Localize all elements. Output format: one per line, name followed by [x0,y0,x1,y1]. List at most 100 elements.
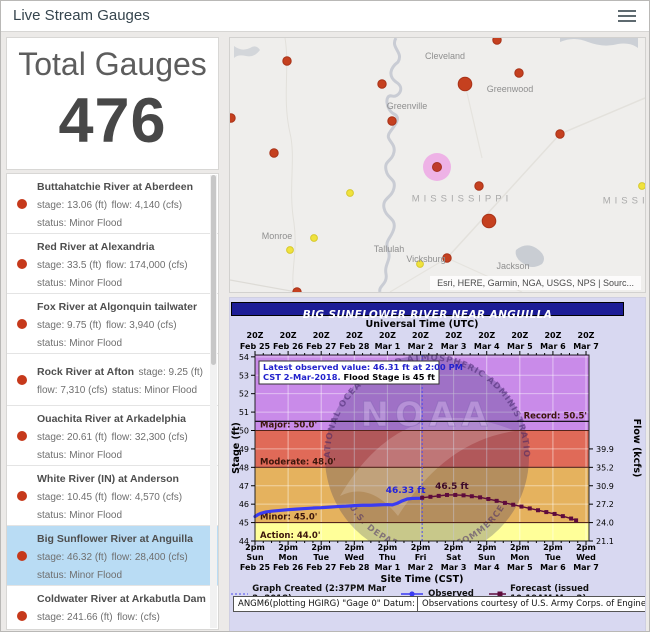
gauge-marker[interactable] [492,38,502,45]
gauge-marker[interactable] [310,234,318,242]
forecast-point [461,493,466,498]
gauge-stage: stage: 20.61 (ft) [37,432,108,443]
svg-text:2pm: 2pm [378,543,398,552]
forecast-peak-label: 46.5 ft [435,482,469,492]
gauge-marker[interactable] [638,182,645,190]
gauge-marker[interactable] [377,79,387,89]
svg-text:Feb 28: Feb 28 [339,342,370,351]
forecast-point [527,506,532,511]
chart-title: BIG SUNFLOWER RIVER NEAR ANGUILLA [302,309,553,321]
chart-title-bar: BIG SUNFLOWER RIVER NEAR ANGUILLA [231,302,624,321]
gauge-name: Big Sunflower River at Anguilla [37,533,193,545]
gauge-list-item[interactable]: Ouachita River at Arkadelphia stage: 20.… [7,406,218,466]
stage-axis-label: Stage (ft) [231,422,242,474]
gauge-marker[interactable] [230,113,236,123]
svg-text:Mar 7: Mar 7 [573,342,599,351]
svg-text:20Z: 20Z [578,331,595,340]
gauge-status: status: Minor Flood [37,338,123,349]
svg-text:45: 45 [239,519,249,528]
svg-text:Sun: Sun [246,553,263,562]
latest-observed-annotation: Latest observed value: 46.31 ft at 2:00 … [258,360,463,385]
forecast-point [469,494,474,499]
gauge-marker[interactable] [292,287,302,292]
svg-text:Mar 7: Mar 7 [573,563,599,572]
boundary-line [284,38,296,292]
svg-text:50: 50 [239,427,249,436]
svg-text:39.9: 39.9 [596,445,614,454]
forecast-point [486,497,491,502]
road-line [446,97,645,259]
gauge-list-item[interactable]: Buttahatchie River at Aberdeen stage: 13… [7,174,218,234]
road-line [389,83,523,292]
map-attribution: Esri, HERE, Garmin, NGA, USGS, NPS | Sou… [430,276,641,290]
gauge-flow: flow: 4,570 (cfs) [111,492,183,503]
svg-text:Mar 5: Mar 5 [507,563,533,572]
gauge-marker[interactable] [416,260,424,268]
svg-text:Mar 5: Mar 5 [507,342,533,351]
svg-text:Feb 26: Feb 26 [273,342,304,351]
scrollbar[interactable] [210,175,217,628]
svg-text:47: 47 [239,482,249,491]
forecast-point [519,504,524,509]
flood-threshold-label: Moderate: 48.0' [260,457,336,467]
gauge-name: Buttahatchie River at Aberdeen [37,181,193,193]
gauge-marker[interactable] [514,68,524,78]
svg-text:52: 52 [239,390,249,399]
gauge-marker[interactable] [286,246,294,254]
gauge-marker[interactable] [457,76,473,92]
legend-label: Observed [428,589,474,599]
scrollbar-thumb[interactable] [211,175,216,366]
svg-text:Latest observed value: 46.31 f: Latest observed value: 46.31 ft at 2:00 … [263,362,463,372]
gauge-list-item[interactable]: Big Sunflower River at Anguilla stage: 4… [7,526,218,586]
svg-text:Feb 27: Feb 27 [306,563,336,572]
svg-text:Mar 4: Mar 4 [474,563,500,572]
gauge-marker[interactable] [282,56,292,66]
svg-text:2pm: 2pm [344,543,364,552]
gauge-marker[interactable] [474,181,484,191]
svg-text:Mar 1: Mar 1 [375,563,401,572]
gauge-list-item[interactable]: Red River at Alexandria stage: 33.5 (ft)… [7,234,218,294]
gauge-flow: flow: 28,400 (cfs) [111,552,188,563]
gauge-list-item[interactable]: Coldwater River at Arkabutla Dam stage: … [7,586,218,629]
map-panel[interactable]: Cleveland Greenwood Greenville Monroe Tallul… [229,37,646,293]
hamburger-menu-button[interactable] [618,10,636,22]
gauge-stage: stage: 9.75 (ft) [37,320,102,331]
gauge-marker-selected[interactable] [432,162,442,172]
gauge-marker[interactable] [442,253,452,263]
gauge-marker[interactable] [387,116,397,126]
app-header: Live Stream Gauges [1,1,649,32]
observed-line [253,496,424,519]
gauge-status-dot-icon [7,431,37,441]
forecast-point [494,498,499,503]
gauge-list-item[interactable]: Rock River at Afton stage: 9.25 (ft) flo… [7,354,218,406]
gauge-marker[interactable] [555,129,565,139]
gauge-flow: flow: 32,300 (cfs) [111,432,188,443]
map-canvas[interactable] [230,38,645,292]
gauge-name: Fox River at Algonquin tailwater [37,301,198,313]
gauge-marker[interactable] [346,189,354,197]
svg-text:35.2: 35.2 [596,463,614,472]
svg-text:Mar 2: Mar 2 [408,342,434,351]
forecast-point [569,516,574,521]
svg-text:21.1: 21.1 [596,537,614,546]
svg-text:2pm: 2pm [510,543,530,552]
svg-text:53: 53 [239,371,249,380]
svg-text:2pm: 2pm [278,543,298,552]
gauge-stage: stage: 33.5 (ft) [37,260,102,271]
forecast-point [536,508,541,513]
total-gauges-label: Total Gauges [18,46,207,82]
boundary-line [230,279,300,292]
gauge-list-item[interactable]: Fox River at Algonquin tailwater stage: … [7,294,218,354]
gauge-list-item[interactable]: White River (IN) at Anderson stage: 10.4… [7,466,218,526]
gauge-flow: flow: (cfs) [117,612,160,623]
flood-threshold-label: Record: 50.5' [524,411,587,421]
gauge-flow: flow: 4,140 (cfs) [111,200,183,211]
svg-text:20Z: 20Z [313,331,330,340]
water-shape [234,46,260,58]
svg-text:48: 48 [239,463,249,472]
gauge-stage: stage: 13.06 (ft) [37,200,108,211]
reservoir-shape [515,245,544,267]
gauge-marker[interactable] [269,148,279,158]
gauge-marker[interactable] [481,213,497,229]
